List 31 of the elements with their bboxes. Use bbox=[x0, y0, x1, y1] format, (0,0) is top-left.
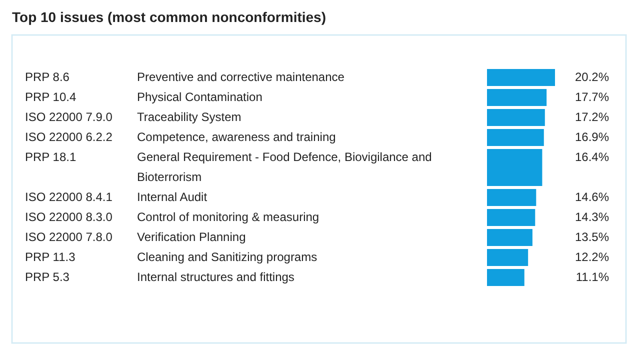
data-label: 11.1% bbox=[576, 270, 610, 284]
y-tick-label: ISO 22000 8.4.1 bbox=[25, 190, 113, 204]
data-label: 16.9% bbox=[574, 130, 610, 144]
text: Control of monitoring & measuring bbox=[137, 210, 320, 224]
y-tick-label: PRP 18.1 bbox=[25, 150, 76, 164]
y-tick-label: ISO 22000 6.2.2 bbox=[25, 130, 113, 144]
text: Competence, awareness and training bbox=[137, 130, 336, 144]
y-tick-label: PRP 11.3 bbox=[25, 250, 76, 264]
y-tick-label: PRP 10.4 bbox=[25, 90, 76, 104]
data-label: 14.3% bbox=[574, 210, 610, 224]
data-label: 20.2% bbox=[574, 70, 610, 84]
y-tick-label: ISO 22000 7.9.0 bbox=[25, 110, 113, 124]
text: Top 10 issues (most common nonconformities) bbox=[12, 9, 326, 25]
data-label: 17.7% bbox=[574, 90, 610, 104]
y-tick-label: ISO 22000 7.8.0 bbox=[25, 230, 113, 244]
y-tick-label: PRP 5.3 bbox=[25, 270, 70, 284]
y-tick-label: PRP 8.6 bbox=[25, 70, 70, 84]
text: General Requirement - Food Defence, Biovigilance and Bioterrorism bbox=[137, 150, 432, 184]
data-label: 12.2% bbox=[574, 250, 610, 264]
text: Verification Planning bbox=[137, 230, 246, 244]
data-label: 17.2% bbox=[574, 110, 610, 124]
data-label: 13.5% bbox=[574, 230, 610, 244]
text: Internal Audit bbox=[137, 190, 208, 204]
data-label: 16.4% bbox=[574, 150, 610, 164]
y-tick-label: ISO 22000 8.3.0 bbox=[25, 210, 113, 224]
text: Physical Contamination bbox=[137, 90, 262, 104]
text: Traceability System bbox=[137, 110, 242, 124]
text: Internal structures and fittings bbox=[137, 270, 294, 284]
text: Preventive and corrective maintenance bbox=[137, 70, 345, 84]
data-label: 14.6% bbox=[574, 190, 610, 204]
text: Cleaning and Sanitizing programs bbox=[137, 250, 318, 264]
